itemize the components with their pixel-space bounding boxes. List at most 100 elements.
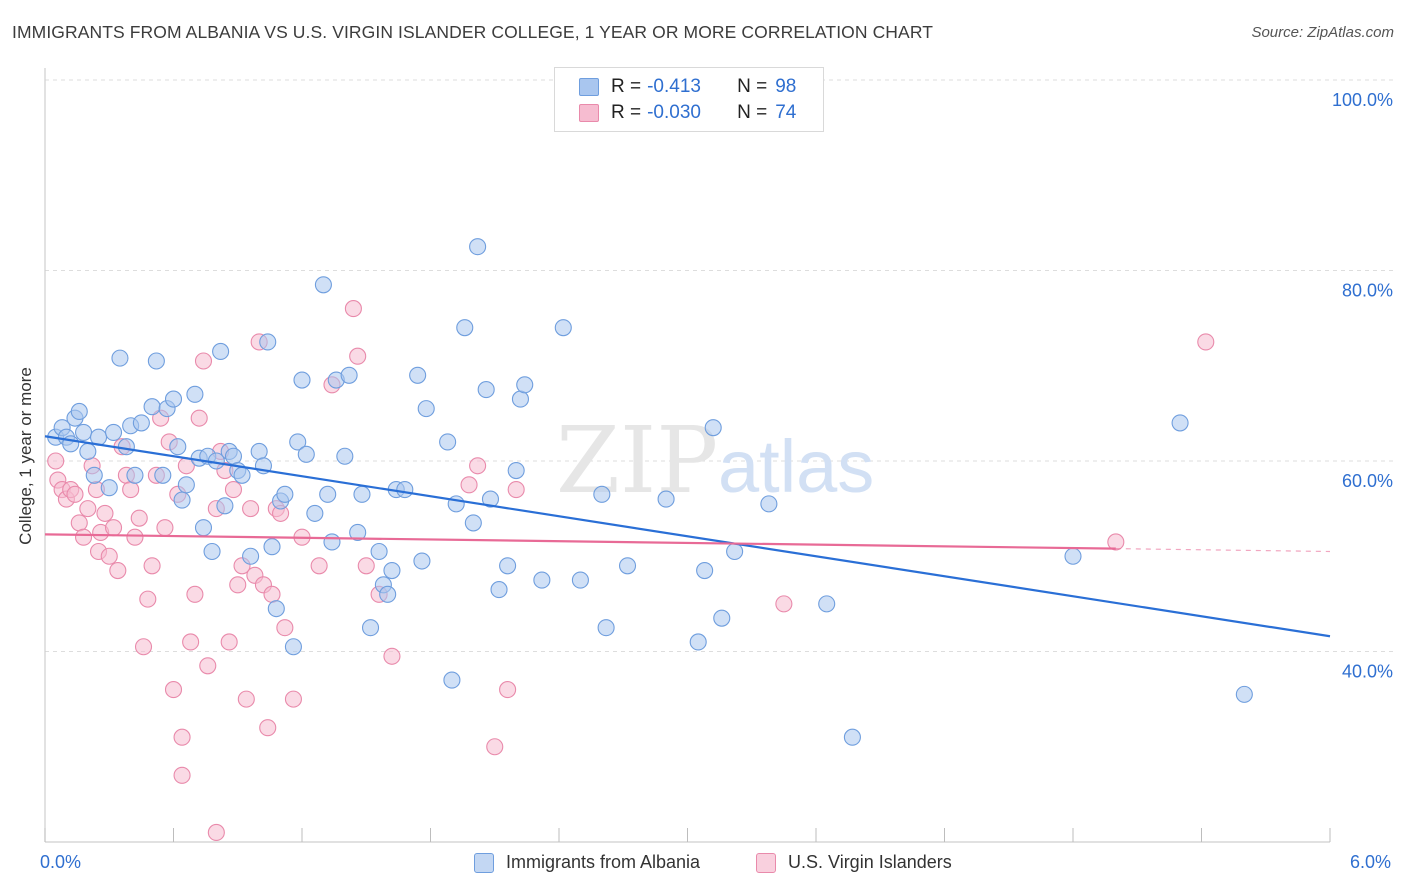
data-point: [224, 447, 243, 465]
data-point: [657, 490, 675, 508]
data-point: [319, 485, 337, 503]
legend-n-value: 98: [775, 76, 797, 97]
x-tick-min: 0.0%: [40, 852, 82, 872]
data-point: [460, 476, 478, 494]
x-tick-max: 6.0%: [1350, 852, 1392, 872]
data-point: [349, 347, 367, 365]
legend-row-albania: R = -0.413 N = 98: [579, 75, 796, 99]
data-point: [190, 409, 208, 427]
legend-r-value: -0.030: [647, 102, 701, 123]
data-point: [477, 381, 495, 399]
data-point: [443, 671, 461, 689]
legend-row-virgin-islanders: R = -0.030 N = 74: [579, 101, 796, 125]
y-tick-label: 80.0%: [1342, 281, 1393, 301]
series-virgin-islanders-points: [47, 300, 1215, 842]
data-point: [139, 590, 157, 608]
data-point: [297, 445, 315, 463]
data-point: [696, 561, 714, 580]
trend-line-extension: [1115, 548, 1331, 553]
data-point: [109, 561, 127, 580]
data-point: [370, 542, 388, 561]
watermark-zip: ZIP: [556, 407, 718, 514]
data-point: [199, 657, 217, 675]
y-tick-label: 40.0%: [1342, 662, 1393, 682]
data-point: [126, 528, 144, 546]
data-point: [760, 495, 778, 513]
data-point: [47, 452, 65, 470]
data-point: [1171, 414, 1189, 432]
data-point: [164, 681, 183, 699]
legend-item-albania[interactable]: Immigrants from Albania: [474, 852, 700, 873]
legend-n-label: N =: [737, 76, 768, 97]
legend-n-label: N =: [737, 102, 768, 123]
trend-layer: [44, 435, 1331, 638]
watermark: ZIP atlas: [556, 407, 874, 514]
data-point: [353, 485, 371, 503]
data-point: [593, 485, 611, 503]
data-point: [276, 619, 294, 637]
data-point: [775, 595, 793, 613]
data-point: [122, 481, 140, 499]
data-point: [1197, 333, 1215, 351]
data-point: [310, 557, 328, 575]
data-point: [216, 497, 234, 515]
data-point: [516, 376, 534, 394]
legend-swatch-blue: [474, 852, 494, 873]
series-legend: Immigrants from Albania U.S. Virgin Isla…: [0, 852, 1406, 878]
data-point: [469, 457, 487, 475]
data-point: [233, 466, 251, 484]
data-point: [220, 633, 238, 651]
data-point: [224, 481, 243, 499]
data-point: [507, 481, 525, 499]
data-point: [173, 766, 191, 784]
data-point: [314, 276, 332, 294]
data-point: [126, 466, 144, 484]
data-point: [203, 542, 221, 561]
data-point: [143, 557, 161, 575]
data-point: [486, 738, 504, 756]
data-point: [66, 485, 84, 503]
data-point: [75, 528, 93, 546]
data-point: [79, 442, 97, 461]
data-point: [229, 576, 247, 594]
data-point: [464, 514, 482, 532]
data-point: [361, 619, 380, 637]
data-point: [147, 352, 165, 370]
data-point: [1107, 533, 1125, 551]
data-point: [597, 619, 615, 637]
data-point: [263, 585, 281, 603]
data-point: [336, 447, 354, 465]
data-point: [713, 609, 731, 627]
data-point: [456, 319, 474, 337]
data-point: [383, 561, 401, 580]
legend-item-virgin-islanders[interactable]: U.S. Virgin Islanders: [756, 852, 952, 873]
chart-title: IMMIGRANTS FROM ALBANIA VS U.S. VIRGIN I…: [12, 22, 934, 42]
data-point: [409, 366, 427, 384]
data-point: [413, 552, 431, 570]
data-point: [533, 571, 551, 589]
legend-r-value: -0.413: [647, 76, 701, 97]
data-point: [237, 690, 255, 708]
trend-line: [44, 533, 1116, 550]
data-point: [267, 600, 285, 618]
data-point: [284, 690, 302, 708]
legend-swatch-pink: [756, 852, 776, 873]
watermark-atlas: atlas: [718, 425, 874, 508]
data-point: [276, 485, 294, 503]
legend-swatch-blue: [579, 78, 599, 96]
data-point: [259, 333, 277, 351]
data-point: [154, 466, 172, 484]
data-point: [481, 490, 500, 508]
data-point: [259, 719, 277, 737]
data-point: [212, 342, 230, 361]
data-point: [1064, 547, 1082, 565]
data-point: [818, 595, 836, 613]
y-tick-label: 100.0%: [1332, 90, 1393, 110]
data-point: [194, 352, 213, 370]
data-point: [511, 390, 530, 408]
data-point: [379, 585, 397, 603]
data-point: [357, 557, 375, 575]
data-point: [173, 491, 191, 509]
y-tick-labels: 40.0% 60.0% 80.0% 100.0%: [1332, 90, 1393, 682]
data-point: [143, 398, 161, 416]
